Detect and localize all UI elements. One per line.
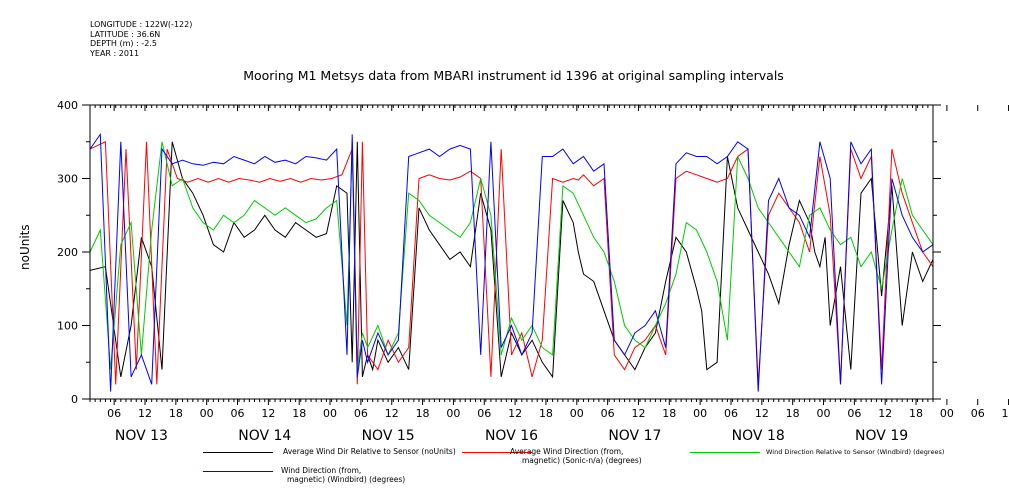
- legend-swatch: [690, 452, 760, 453]
- x-tick-label: 06: [724, 407, 738, 420]
- x-tick-label: 00: [940, 407, 954, 420]
- legend-swatch: [203, 452, 273, 453]
- y-tick-label: 300: [57, 173, 78, 186]
- x-tick-label: 12: [631, 407, 645, 420]
- x-tick-label: 12: [508, 407, 522, 420]
- chart-title: Mooring M1 Metsys data from MBARI instru…: [243, 68, 784, 83]
- y-tick-label: 400: [57, 99, 78, 112]
- x-tick-label: 18: [292, 407, 306, 420]
- x-tick-label: 00: [200, 407, 214, 420]
- x-tick-label: 12: [261, 407, 275, 420]
- x-tick-label: 12: [755, 407, 769, 420]
- x-tick-label: 00: [446, 407, 460, 420]
- x-tick-label: 18: [169, 407, 183, 420]
- x-tick-label: 12: [138, 407, 152, 420]
- x-tick-label: 00: [323, 407, 337, 420]
- meta-longitude: LONGITUDE : 122W(-122): [90, 20, 193, 29]
- x-day-label: NOV 15: [362, 428, 415, 444]
- metadata-block: LONGITUDE : 122W(-122) LATITUDE : 36.6N …: [90, 20, 192, 58]
- legend-label-line2: magnetic) (Sonic-n/a) (degrees): [522, 456, 642, 465]
- x-tick-label: 12: [878, 407, 892, 420]
- series-line-3: [89, 141, 934, 370]
- series-line-2: [89, 141, 934, 385]
- series-line-4: [89, 132, 934, 392]
- meta-latitude: LATITUDE : 36.6N: [90, 29, 161, 39]
- x-day-label: NOV 14: [238, 428, 291, 444]
- x-tick-label: 18: [539, 407, 553, 420]
- x-day-label: NOV 17: [608, 428, 661, 444]
- x-tick-label: 00: [570, 407, 584, 420]
- x-tick-label: 18: [416, 407, 430, 420]
- x-tick-label: 06: [971, 407, 985, 420]
- x-day-label: NOV 18: [732, 428, 785, 444]
- x-tick-label: 18: [786, 407, 800, 420]
- x-tick-label: 06: [477, 407, 491, 420]
- legend-swatch: [462, 452, 532, 453]
- y-tick-label: 0: [71, 393, 78, 406]
- x-tick-label: 12: [385, 407, 399, 420]
- x-day-label: NOV 19: [855, 428, 908, 444]
- legend-label-line2: magnetic) (Windbird) (degrees): [287, 475, 406, 484]
- legend-label: Wind Direction Relative to Sensor (Windb…: [766, 448, 945, 456]
- x-tick-label: 00: [817, 407, 831, 420]
- legend-swatch: [203, 471, 273, 472]
- x-tick-label: 06: [354, 407, 368, 420]
- legend-label: Average Wind Dir Relative to Sensor (noU…: [283, 447, 456, 456]
- x-tick-label: 00: [693, 407, 707, 420]
- x-tick-label: 12: [1002, 407, 1009, 420]
- x-tick-label: 06: [601, 407, 615, 420]
- x-tick-label: 18: [909, 407, 923, 420]
- meta-depth: DEPTH (m) : -2.5: [90, 39, 157, 48]
- meta-year: YEAR : 2011: [90, 48, 140, 58]
- x-tick-label: 06: [231, 407, 245, 420]
- y-tick-label: 100: [57, 320, 78, 333]
- legend-label-line1: Wind Direction (from,: [281, 466, 362, 475]
- y-tick-label: 200: [57, 246, 78, 259]
- x-tick-label: 06: [847, 407, 861, 420]
- x-tick-label: 18: [662, 407, 676, 420]
- x-tick-label: 06: [107, 407, 121, 420]
- x-day-label: NOV 16: [485, 428, 538, 444]
- series-line-1: [89, 141, 934, 379]
- legend-label-line1: Average Wind Direction (from,: [510, 447, 624, 456]
- x-day-label: NOV 13: [115, 428, 168, 444]
